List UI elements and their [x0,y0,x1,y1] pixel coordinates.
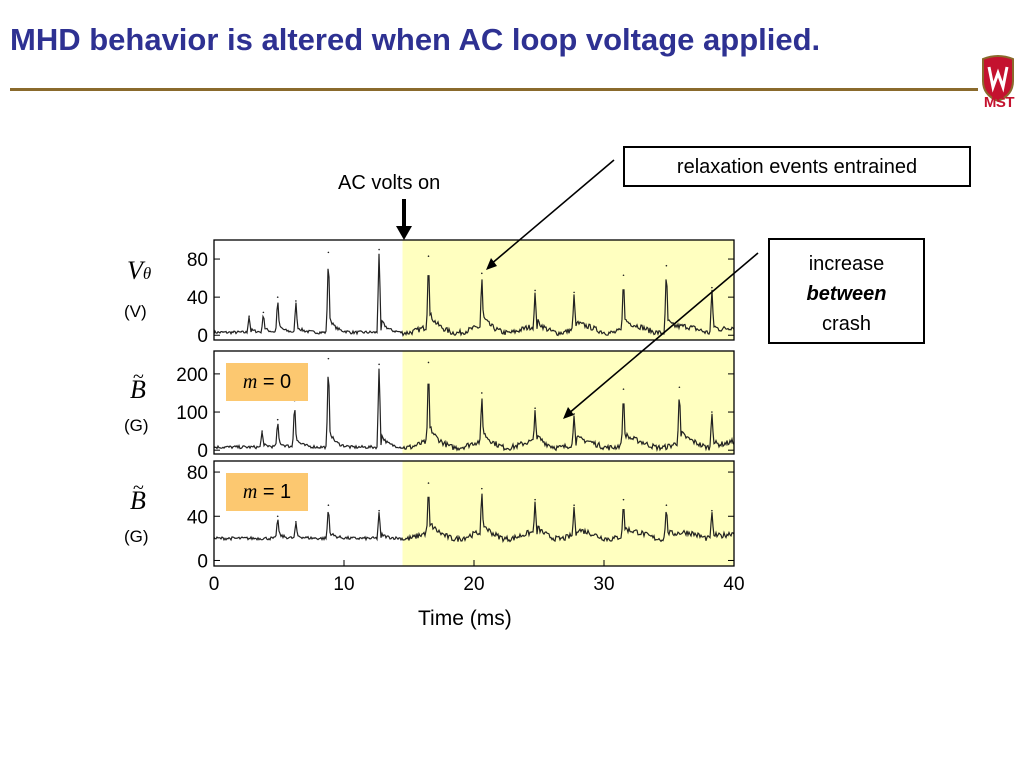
ytick-label-V_theta-2: 80 [187,250,208,271]
callout-increase: increase between crash [768,238,925,344]
ytick-label-B_m1-1: 40 [187,507,208,528]
callout2-arrowhead [563,407,574,419]
series-line-V_theta [213,253,735,337]
peak-point-B_m0-4 [378,363,380,366]
callout1-arrow-line [489,159,615,266]
highlight-region-B_m0 [402,351,734,454]
peak-point-V_theta-2 [276,296,279,298]
panel-frame-B_m0 [213,350,735,455]
peak-point-V_theta-3 [295,300,297,302]
peak-point-V_theta-6 [427,255,430,257]
panel1-ylabel: Vθ [127,256,152,285]
peak-point-B_m1-8 [622,498,625,501]
ytick-label-B_m1-2: 80 [187,463,208,484]
peak-point-V_theta-4 [327,251,330,254]
panel2-ylabel: B [130,375,146,404]
ac-volts-label: AC volts on [338,172,441,194]
peak-point-B_m1-5 [481,487,483,490]
panel-frame-V_theta [213,239,735,341]
peak-point-B_m0-9 [622,388,625,390]
highlight-region-V_theta [402,240,734,340]
callout1-arrowhead [486,258,497,270]
peak-point-B_m1-6 [534,498,536,501]
peak-point-B_m1-1 [295,520,297,523]
logo-text: MST [983,94,1015,111]
peak-point-B_m0-3 [327,357,330,360]
ac-arrowhead [396,226,412,240]
peak-point-B_m0-1 [276,418,279,421]
ytick-label-B_m0-1: 100 [176,403,208,424]
ytick-label-V_theta-1: 40 [187,288,208,309]
series-line-B_m1 [213,493,735,544]
slide-title: MHD behavior is altered when AC loop vol… [10,22,821,57]
panel3-ylabel: B [130,486,146,515]
peak-point-B_m1-3 [378,509,380,512]
xtick-label-3: 30 [593,574,614,595]
ytick-label-B_m0-0: 0 [197,441,208,462]
x-axis-label: Time (ms) [418,607,512,630]
mode-box-m1: m = 1 [226,473,308,511]
panel3-unit: (G) [124,527,149,546]
peak-point-B_m0-5 [427,361,430,364]
panel1-unit: (V) [124,302,147,321]
peak-point-V_theta-10 [622,274,625,277]
peak-point-B_m0-8 [573,413,575,415]
callout2-arrow-line [567,252,759,415]
peak-point-B_m1-4 [427,482,430,484]
peak-point-B_m0-0 [261,430,263,432]
peak-point-V_theta-9 [573,291,575,294]
peak-point-B_m1-2 [327,504,330,507]
mode-box-m0: m = 0 [226,363,308,401]
callout-line3: crash [822,313,871,335]
peak-point-V_theta-5 [378,248,380,251]
peak-point-V_theta-1 [262,311,265,314]
peak-point-V_theta-0 [248,315,250,317]
series-line-B_m0 [213,368,735,453]
peak-point-B_m1-9 [665,504,668,507]
callout-line1: increase [808,253,885,275]
peak-point-V_theta-7 [481,272,483,275]
panel2-unit: (G) [124,416,149,435]
highlight-region-B_m1 [402,461,734,566]
peak-point-B_m1-7 [573,504,575,507]
ytick-label-V_theta-0: 0 [197,326,208,347]
peak-point-B_m1-0 [276,515,279,518]
peak-point-B_m0-11 [711,411,713,413]
peak-point-B_m1-10 [711,509,713,512]
university-crest-icon [982,55,1014,103]
panel2-tilde: ~ [133,366,144,388]
xtick-label-0: 0 [209,574,220,595]
ytick-label-B_m0-2: 200 [176,365,208,386]
title-rule [10,88,978,91]
xtick-label-4: 40 [723,574,744,595]
peak-point-B_m0-6 [481,392,483,394]
callout-line2: between [806,283,887,305]
peak-point-V_theta-12 [711,286,713,289]
xtick-label-1: 10 [333,574,354,595]
callout-relaxation: relaxation events entrained [623,146,971,187]
peak-point-B_m0-10 [678,386,681,389]
ytick-label-B_m1-0: 0 [197,551,208,572]
peak-point-V_theta-11 [665,264,668,267]
xtick-label-2: 20 [463,574,484,595]
panel3-tilde: ~ [133,477,144,499]
peak-point-B_m0-7 [534,407,536,410]
peak-point-V_theta-8 [534,289,536,292]
